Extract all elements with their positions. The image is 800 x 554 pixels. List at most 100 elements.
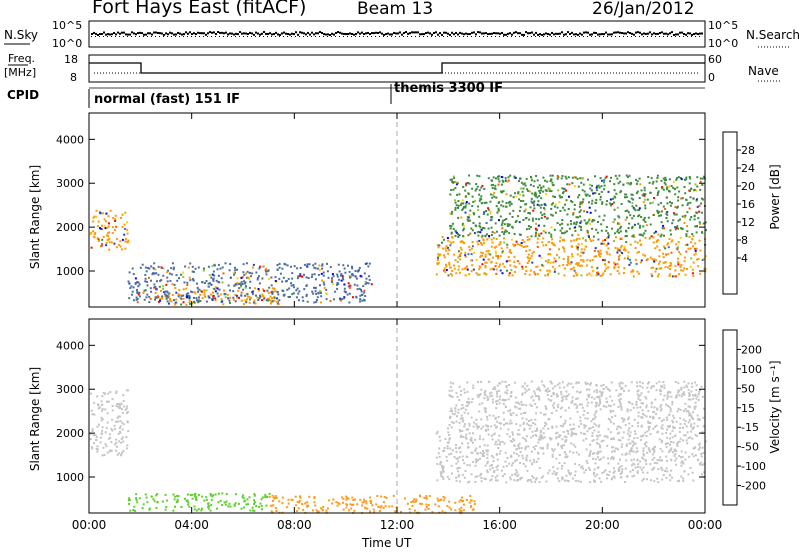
heatmap-cell (436, 497, 439, 500)
heatmap-cell (100, 419, 103, 422)
heatmap-cell (465, 184, 468, 187)
nsky-point (113, 32, 115, 35)
heatmap-cell (297, 507, 300, 510)
heatmap-cell (669, 410, 672, 413)
heatmap-cell (306, 263, 309, 266)
heatmap-cell (504, 451, 507, 454)
heatmap-cell (513, 439, 516, 442)
heatmap-cell (121, 421, 124, 424)
heatmap-cell (364, 506, 367, 509)
heatmap-cell (455, 404, 458, 407)
heatmap-cell (499, 395, 501, 398)
heatmap-cell (106, 226, 109, 229)
heatmap-cell (687, 473, 690, 476)
heatmap-cell (187, 503, 190, 506)
heatmap-cell (530, 424, 533, 427)
heatmap-cell (627, 400, 630, 403)
nsearch-point (531, 36, 532, 37)
heatmap-cell (337, 282, 340, 285)
heatmap-cell (704, 221, 707, 224)
heatmap-cell (243, 299, 246, 302)
heatmap-cell (238, 296, 240, 299)
heatmap-cell (591, 432, 594, 435)
heatmap-cell (515, 448, 518, 451)
heatmap-cell (505, 230, 508, 233)
heatmap-cell (249, 296, 252, 299)
heatmap-cell (163, 291, 165, 294)
heatmap-cell (590, 202, 593, 205)
heatmap-cell (588, 272, 591, 275)
heatmap-cell (531, 219, 534, 222)
heatmap-cell (465, 182, 468, 185)
heatmap-cell (677, 227, 680, 230)
heatmap-cell (510, 395, 513, 397)
heatmap-cell (449, 410, 452, 413)
heatmap-cell (406, 502, 409, 505)
nsky-point (353, 33, 355, 36)
heatmap-cell (677, 441, 680, 444)
heatmap-cell (677, 407, 680, 410)
heatmap-cell (125, 238, 127, 241)
heatmap-cell (248, 295, 251, 298)
heatmap-cell (584, 238, 587, 241)
heatmap-cell (245, 298, 248, 301)
heatmap-cell (490, 179, 493, 182)
heatmap-cell (475, 272, 478, 275)
heatmap-cell (540, 476, 543, 479)
nsearch-point (295, 36, 296, 37)
heatmap-cell (375, 503, 378, 506)
heatmap-cell (102, 391, 105, 394)
heatmap-cell (150, 279, 152, 282)
heatmap-cell (638, 207, 641, 210)
heatmap-cell (352, 503, 355, 506)
heatmap-cell (532, 250, 535, 253)
heatmap-cell (111, 405, 114, 407)
heatmap-cell (664, 261, 667, 264)
heatmap-cell (691, 385, 694, 388)
nsky-point (145, 33, 147, 36)
heatmap-cell (548, 241, 550, 243)
heatmap-cell (286, 288, 289, 291)
heatmap-cell (599, 402, 602, 405)
nsky-point (167, 33, 169, 36)
heatmap-cell (578, 381, 580, 384)
heatmap-cell (527, 225, 530, 227)
heatmap-cell (513, 244, 516, 247)
nsky-point (137, 32, 139, 35)
heatmap-cell (218, 288, 221, 291)
heatmap-cell (597, 425, 600, 428)
heatmap-cell (484, 393, 487, 396)
heatmap-cell (299, 495, 302, 498)
heatmap-cell (662, 177, 665, 180)
heatmap-cell (606, 388, 609, 390)
heatmap-cell (242, 280, 245, 283)
heatmap-cell (538, 467, 541, 470)
heatmap-cell (671, 429, 674, 432)
heatmap-cell (246, 270, 249, 273)
heatmap-cell (262, 288, 265, 291)
heatmap-cell (586, 259, 589, 262)
heatmap-cell (208, 274, 211, 277)
heatmap-cell (238, 283, 241, 285)
heatmap-cell (528, 420, 530, 422)
heatmap-cell (303, 273, 305, 276)
heatmap-cell (674, 228, 677, 231)
nsky-point (455, 31, 457, 34)
heatmap-cell (317, 273, 320, 276)
heatmap-cell (464, 267, 467, 269)
heatmap-cell (297, 299, 300, 302)
heatmap-cell (619, 191, 622, 194)
heatmap-cell (476, 240, 479, 243)
heatmap-cell (629, 431, 632, 434)
heatmap-cell (542, 264, 545, 267)
heatmap-cell (696, 414, 699, 417)
heatmap-cell (508, 422, 511, 425)
heatmap-cell (318, 269, 321, 272)
heatmap-cell (507, 201, 510, 204)
heatmap-cell (583, 190, 586, 193)
nsearch-point (103, 36, 104, 37)
heatmap-cell (509, 249, 512, 252)
heatmap-cell (580, 274, 583, 277)
heatmap-cell (518, 442, 521, 445)
